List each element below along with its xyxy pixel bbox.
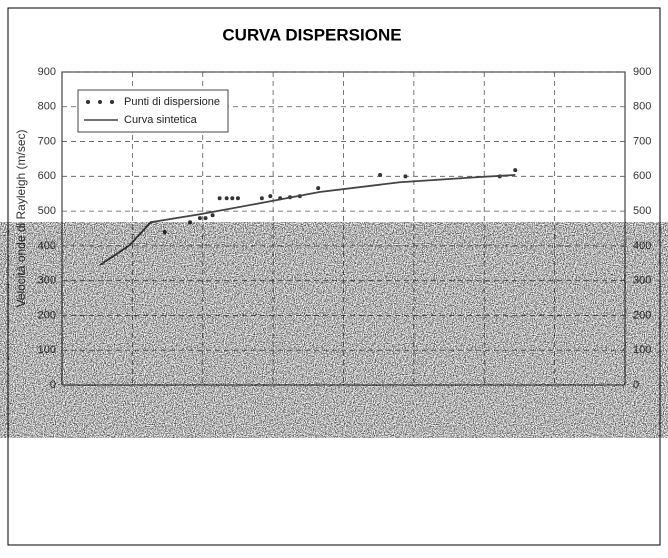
legend-label: Punti di dispersione (124, 96, 220, 108)
point (268, 194, 273, 199)
point (403, 174, 408, 179)
legend-swatch (86, 100, 90, 104)
point (162, 229, 167, 234)
y2-tick-label: 600 (633, 170, 651, 182)
point (188, 220, 193, 225)
curve (99, 174, 516, 266)
point (210, 213, 215, 218)
point (217, 196, 222, 201)
point (513, 168, 518, 173)
chart-title: CURVA DISPERSIONE (222, 25, 401, 44)
point (235, 196, 240, 201)
y-tick-label: 500 (38, 205, 56, 217)
point (203, 216, 208, 221)
legend-swatch (98, 100, 102, 104)
legend-swatch (110, 100, 114, 104)
y2-tick-label: 800 (633, 101, 651, 113)
scan-noise (20, 240, 665, 420)
y2-tick-label: 500 (633, 205, 651, 217)
y-tick-label: 900 (38, 66, 56, 78)
point (378, 172, 383, 177)
point (259, 196, 264, 201)
point (224, 196, 229, 201)
point (316, 186, 321, 191)
y-tick-label: 800 (38, 101, 56, 113)
y-tick-label: 700 (38, 135, 56, 147)
y-tick-label: 600 (38, 170, 56, 182)
y2-tick-label: 900 (633, 66, 651, 78)
point (230, 196, 235, 201)
y2-tick-label: 700 (633, 135, 651, 147)
legend-label: Curva sintetica (124, 114, 198, 126)
point (197, 216, 202, 221)
legend (77, 89, 229, 133)
